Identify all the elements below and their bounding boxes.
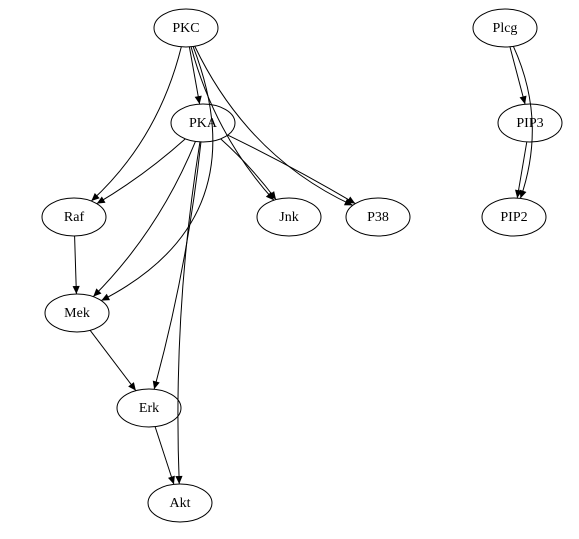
node-label-Mek: Mek xyxy=(64,306,90,321)
edge-PKA-P38 xyxy=(228,135,356,204)
network-diagram: PKC Plcg PKA PIP3 Raf Jnk P38 PIP2 Mek Erk Akt xyxy=(0,0,579,539)
edge-arrow-Plcg-PIP3 xyxy=(520,96,527,105)
node-label-PIP3: PIP3 xyxy=(516,116,543,131)
node-PKC: PKC xyxy=(154,9,218,47)
node-PIP2: PIP2 xyxy=(482,198,546,236)
edge-Raf-Mek xyxy=(75,236,77,294)
edge-PKC-P38 xyxy=(195,46,353,205)
node-Jnk: Jnk xyxy=(257,198,321,236)
nodes-layer: PKC Plcg PKA PIP3 Raf Jnk P38 PIP2 Mek Erk Akt xyxy=(42,9,562,522)
node-Erk: Erk xyxy=(117,389,181,427)
node-label-Raf: Raf xyxy=(64,210,85,225)
node-PKA: PKA xyxy=(171,104,235,142)
node-label-PKC: PKC xyxy=(172,21,199,36)
edge-arrow-PKA-Akt xyxy=(175,476,182,484)
edge-arrow-Raf-Mek xyxy=(73,286,80,294)
edge-Erk-Akt xyxy=(155,427,174,485)
node-PIP3: PIP3 xyxy=(498,104,562,142)
edges-layer xyxy=(73,46,533,484)
node-Mek: Mek xyxy=(45,294,109,332)
edge-PIP3-PIP2 xyxy=(517,142,527,198)
node-label-P38: P38 xyxy=(367,210,389,225)
node-label-PIP2: PIP2 xyxy=(500,210,527,225)
node-label-Akt: Akt xyxy=(170,496,191,511)
edge-PKA-Raf xyxy=(97,139,186,204)
edge-arrow-PKA-Erk xyxy=(153,381,160,390)
node-Raf: Raf xyxy=(42,198,106,236)
node-label-Jnk: Jnk xyxy=(279,210,298,225)
node-label-Erk: Erk xyxy=(139,401,159,416)
edge-Mek-Erk xyxy=(90,330,136,390)
node-label-Plcg: Plcg xyxy=(493,21,518,36)
edge-arrow-Erk-Akt xyxy=(168,476,175,485)
node-label-PKA: PKA xyxy=(189,116,218,131)
node-Akt: Akt xyxy=(148,484,212,522)
node-P38: P38 xyxy=(346,198,410,236)
edge-PKC-PKA xyxy=(189,47,199,104)
edge-PKA-Akt xyxy=(178,142,200,484)
node-Plcg: Plcg xyxy=(473,9,537,47)
edge-arrow-PKC-PKA xyxy=(195,96,202,105)
edge-arrow-Mek-Erk xyxy=(128,382,136,391)
